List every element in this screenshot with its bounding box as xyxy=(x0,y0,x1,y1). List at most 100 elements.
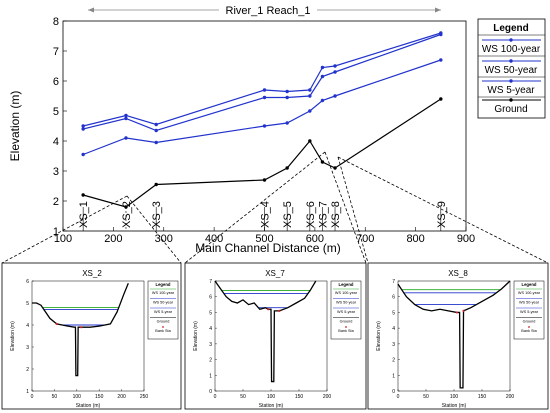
x-tick-label: 100 xyxy=(54,233,72,245)
inset-legend-entry: Ground xyxy=(340,320,353,324)
inset-y-tick-label: 6 xyxy=(392,295,395,301)
series-line xyxy=(83,33,442,132)
xs-label: XS_2 xyxy=(121,201,133,228)
inset-y-label: Elevation (m) xyxy=(193,321,199,351)
inset-y-tick-label: 7 xyxy=(209,279,212,285)
inset-plot-area xyxy=(31,280,145,392)
series-point xyxy=(320,74,325,79)
series-point xyxy=(81,124,85,128)
series-point xyxy=(333,70,337,74)
y-tick-label: 2 xyxy=(53,196,59,208)
inset-xs-2: XS_2 0 50 100 150 200 250 1 2 3 4 5 6 Station (m) Elev… xyxy=(1,262,182,410)
inset-x-tick-label: 50 xyxy=(423,394,429,400)
x-tick-label: 200 xyxy=(104,233,122,245)
x-tick-label: 500 xyxy=(255,233,273,245)
inset-x-tick-label: 50 xyxy=(52,394,58,400)
inset-y-tick-label: 4 xyxy=(209,326,212,332)
inset-x-tick-label: 50 xyxy=(240,394,246,400)
inset-legend-title: Legend xyxy=(522,282,537,287)
series-point xyxy=(439,32,443,37)
legend-entry: WS 50-year xyxy=(485,65,538,76)
series-line xyxy=(82,98,442,208)
inset-legend-entry: WS 100-year xyxy=(518,291,541,295)
series-point xyxy=(333,94,337,98)
inset-x-tick-label: 100 xyxy=(267,394,276,400)
y-tick-label: 3 xyxy=(53,166,59,178)
inset-y-tick-label: 0 xyxy=(209,389,212,395)
inset-x-tick-label: 150 xyxy=(95,394,104,400)
series-point xyxy=(333,64,337,68)
series-point xyxy=(333,166,337,170)
legend-marker xyxy=(509,38,513,42)
xs-label: XS_9 xyxy=(436,201,448,228)
inset-x-tick-label: 250 xyxy=(140,394,149,400)
legend-title: Legend xyxy=(493,23,529,34)
x-tick-label: 300 xyxy=(155,233,173,245)
xs-label: XS_4 xyxy=(260,201,272,228)
inset-legend-entry: Bank Sta xyxy=(155,329,171,333)
series-point xyxy=(320,98,325,103)
series-point xyxy=(262,178,267,182)
x-tick-label: 800 xyxy=(406,233,424,245)
inset-title: XS_2 xyxy=(82,269,102,278)
inset-legend-marker xyxy=(162,326,164,328)
inset-x-tick-label: 100 xyxy=(450,394,459,400)
inset-legend-marker xyxy=(345,326,347,328)
inset-x-tick-label: 0 xyxy=(214,394,217,400)
inset-legend-entry: Ground xyxy=(523,320,536,324)
xs-label: XS_5 xyxy=(282,201,294,228)
series-point xyxy=(124,113,128,118)
inset-y-label: Elevation (m) xyxy=(376,321,382,351)
legend-entry: WS 5-year xyxy=(487,85,535,96)
xs-label: XS_1 xyxy=(78,201,90,228)
series-point xyxy=(320,65,325,70)
series-point xyxy=(154,140,158,145)
inset-y-tick-label: 1 xyxy=(209,373,212,379)
x-axis-label: Main Channel Distance (m) xyxy=(195,241,340,255)
inset-legend-entry: WS 5-year xyxy=(154,310,173,314)
series-point xyxy=(262,88,267,92)
series-lines xyxy=(81,31,443,209)
inset-legend-marker xyxy=(528,326,530,328)
reach-arrow-left-head xyxy=(88,7,94,13)
series-point xyxy=(262,95,267,100)
xs-label: XS_8 xyxy=(330,201,342,228)
xs-label: XS_6 xyxy=(305,201,317,228)
legend-marker xyxy=(509,59,513,63)
inset-x-tick-label: 150 xyxy=(478,394,487,400)
inset-legend-box xyxy=(513,280,545,340)
inset-xs-7: XS_7 0 50 100 150 200 0 1 2 3 4 5 6 7 Station (m) Eleva… xyxy=(184,262,367,410)
series-point xyxy=(285,166,289,170)
y-tick-label: 8 xyxy=(53,16,59,28)
inset-legend-title: Legend xyxy=(156,282,171,287)
series-point xyxy=(285,95,289,100)
y-tick-label: 7 xyxy=(53,46,59,58)
inset-y-tick-label: 5 xyxy=(26,301,29,307)
series-point xyxy=(308,109,312,113)
inset-y-tick-label: 6 xyxy=(26,279,29,285)
inset-title: XS_7 xyxy=(265,269,285,278)
inset-legend-entry: WS 50-year xyxy=(153,301,174,305)
series-point xyxy=(439,97,443,101)
series-point xyxy=(124,136,128,140)
legend: Legend WS 100-year WS 50-year WS 5-year Gro… xyxy=(477,18,546,119)
x-tick-label: 600 xyxy=(306,233,324,245)
inset-bank-sta xyxy=(278,309,281,312)
series-line xyxy=(82,59,442,156)
series-point xyxy=(81,152,85,157)
series-point xyxy=(154,122,158,127)
inset-y-tick-label: 2 xyxy=(209,358,212,364)
inset-y-tick-label: 2 xyxy=(26,367,29,373)
series-point xyxy=(154,128,158,133)
inset-y-tick-label: 4 xyxy=(392,326,395,332)
inset-y-tick-label: 1 xyxy=(392,373,395,379)
series-point xyxy=(124,116,128,121)
inset-ground-line xyxy=(32,282,129,377)
xs-label: XS_7 xyxy=(317,201,329,228)
y-tick-label: 1 xyxy=(53,226,59,238)
series-point xyxy=(81,193,85,197)
inset-x-tick-label: 200 xyxy=(117,394,126,400)
legend-marker xyxy=(509,79,513,83)
